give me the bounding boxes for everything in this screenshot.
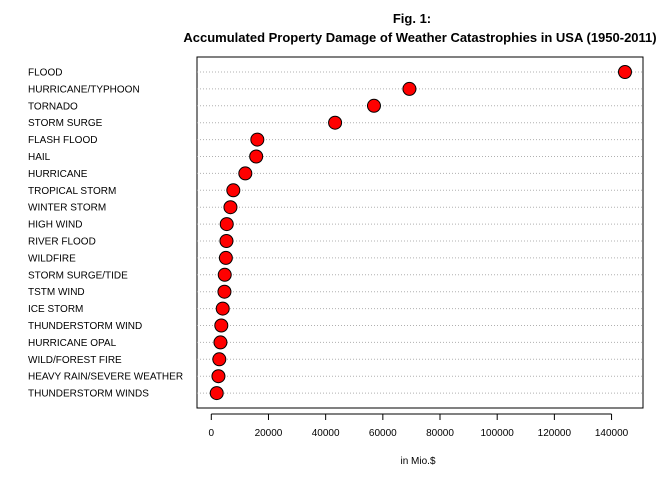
data-point (209, 386, 224, 401)
x-tick-label: 120000 (538, 428, 572, 439)
category-label: HURRICANE/TYPHOON (28, 84, 140, 95)
chart-title: Fig. 1: (393, 11, 431, 26)
data-point (249, 149, 264, 164)
data-point (617, 65, 632, 79)
x-tick-label: 100000 (481, 428, 515, 439)
category-label: HEAVY RAIN/SEVERE WEATHER (28, 372, 183, 383)
x-axis: 0 20000 40000 60000 80000 100000 120000 140000 (209, 413, 629, 439)
category-label: WILDFIRE (28, 253, 76, 264)
plot-frame (196, 56, 644, 409)
category-label: TROPICAL STORM (28, 186, 116, 197)
x-tick-label: 80000 (426, 428, 454, 439)
category-label: THUNDERSTORM WINDS (28, 389, 149, 400)
data-point (250, 132, 265, 147)
data-point (219, 217, 234, 232)
category-label: TORNADO (28, 101, 78, 112)
x-tick-label: 40000 (312, 428, 340, 439)
x-tick-label: 20000 (255, 428, 283, 439)
category-label: FLASH FLOOD (28, 135, 97, 146)
category-label: RIVER FLOOD (28, 237, 96, 248)
category-label: ICE STORM (28, 304, 83, 315)
category-label: FLOOD (28, 68, 62, 79)
category-label: HURRICANE (28, 169, 88, 180)
x-tick-label: 60000 (369, 428, 397, 439)
category-label: THUNDERSTORM WIND (28, 321, 142, 332)
data-point (219, 234, 234, 248)
x-tick-label: 0 (209, 428, 215, 439)
data-points (209, 65, 632, 401)
data-point (328, 115, 343, 130)
category-label: HAIL (28, 152, 51, 163)
category-labels: FLOOD HURRICANE/TYPHOON TORNADO STORM SURGE… (28, 68, 183, 400)
data-point (213, 335, 228, 350)
data-point (217, 267, 232, 282)
category-label: HURRICANE OPAL (28, 338, 117, 349)
data-point (211, 369, 226, 384)
category-label: WILD/FOREST FIRE (28, 355, 122, 366)
category-label: TSTM WIND (28, 287, 85, 298)
data-point (212, 352, 227, 367)
data-point (215, 301, 230, 316)
data-point (218, 250, 233, 265)
category-label: HIGH WIND (28, 220, 82, 231)
grid-lines (197, 71, 643, 394)
x-tick-label: 140000 (595, 428, 629, 439)
chart-subtitle: Accumulated Property Damage of Weather C… (183, 30, 656, 45)
data-point (223, 200, 238, 215)
data-point (238, 166, 253, 181)
data-point (214, 318, 229, 333)
data-point (226, 183, 241, 198)
category-label: STORM SURGE/TIDE (28, 270, 128, 281)
data-point (217, 284, 232, 299)
x-axis-title: in Mio.$ (400, 456, 435, 467)
data-point (366, 98, 381, 113)
category-label: STORM SURGE (28, 118, 103, 129)
data-point (402, 81, 417, 96)
category-label: WINTER STORM (28, 203, 106, 214)
